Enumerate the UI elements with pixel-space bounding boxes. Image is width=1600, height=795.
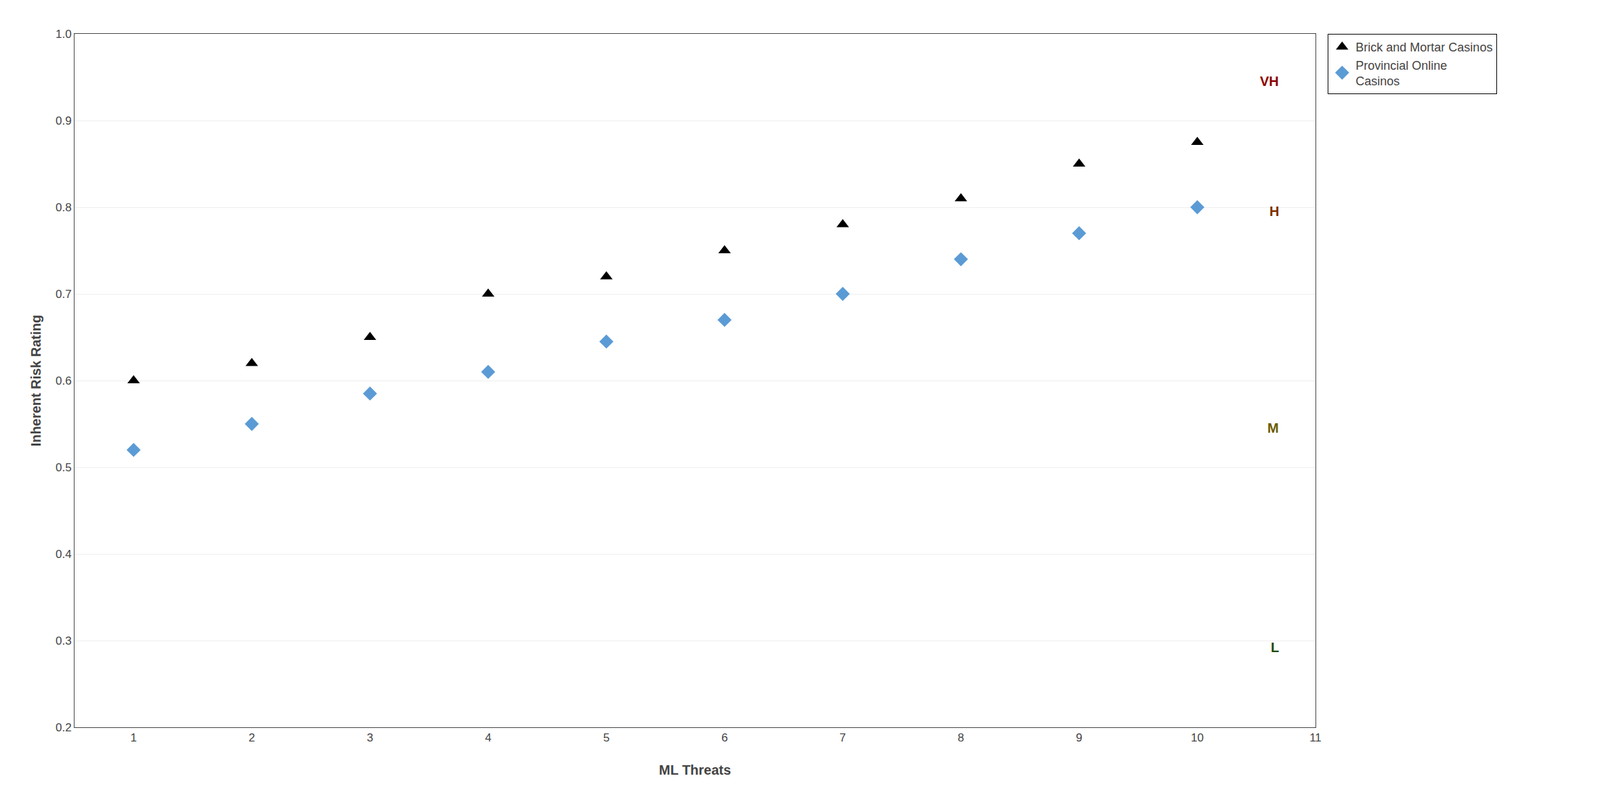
svg-text:0.7: 0.7 <box>55 287 72 301</box>
svg-text:4: 4 <box>485 731 492 745</box>
svg-text:H: H <box>1269 203 1279 219</box>
svg-text:VH: VH <box>1259 73 1279 89</box>
svg-text:0.9: 0.9 <box>55 114 72 128</box>
svg-text:2: 2 <box>248 731 255 745</box>
svg-text:0.4: 0.4 <box>55 548 72 561</box>
svg-text:0.5: 0.5 <box>55 461 72 475</box>
svg-text:0.8: 0.8 <box>55 201 72 215</box>
svg-text:ML Threats: ML Threats <box>659 762 731 778</box>
svg-text:8: 8 <box>957 731 964 745</box>
svg-text:1.0: 1.0 <box>55 27 72 41</box>
svg-text:1: 1 <box>130 731 137 745</box>
svg-text:0.3: 0.3 <box>55 634 72 648</box>
svg-text:11: 11 <box>1309 731 1322 745</box>
svg-text:7: 7 <box>839 731 846 745</box>
svg-text:10: 10 <box>1190 731 1204 745</box>
svg-text:Inherent Risk Rating: Inherent Risk Rating <box>28 314 44 447</box>
svg-text:9: 9 <box>1075 731 1082 745</box>
svg-text:0.2: 0.2 <box>55 721 72 735</box>
svg-text:L: L <box>1270 640 1279 656</box>
svg-text:M: M <box>1267 420 1279 436</box>
svg-text:Brick and Mortar Casinos: Brick and Mortar Casinos <box>1355 40 1493 55</box>
svg-text:6: 6 <box>721 731 728 745</box>
svg-text:5: 5 <box>602 731 609 745</box>
svg-text:3: 3 <box>366 731 373 745</box>
svg-text:0.6: 0.6 <box>55 374 72 388</box>
svg-text:Provincial OnlineCasinos: Provincial OnlineCasinos <box>1355 58 1447 89</box>
